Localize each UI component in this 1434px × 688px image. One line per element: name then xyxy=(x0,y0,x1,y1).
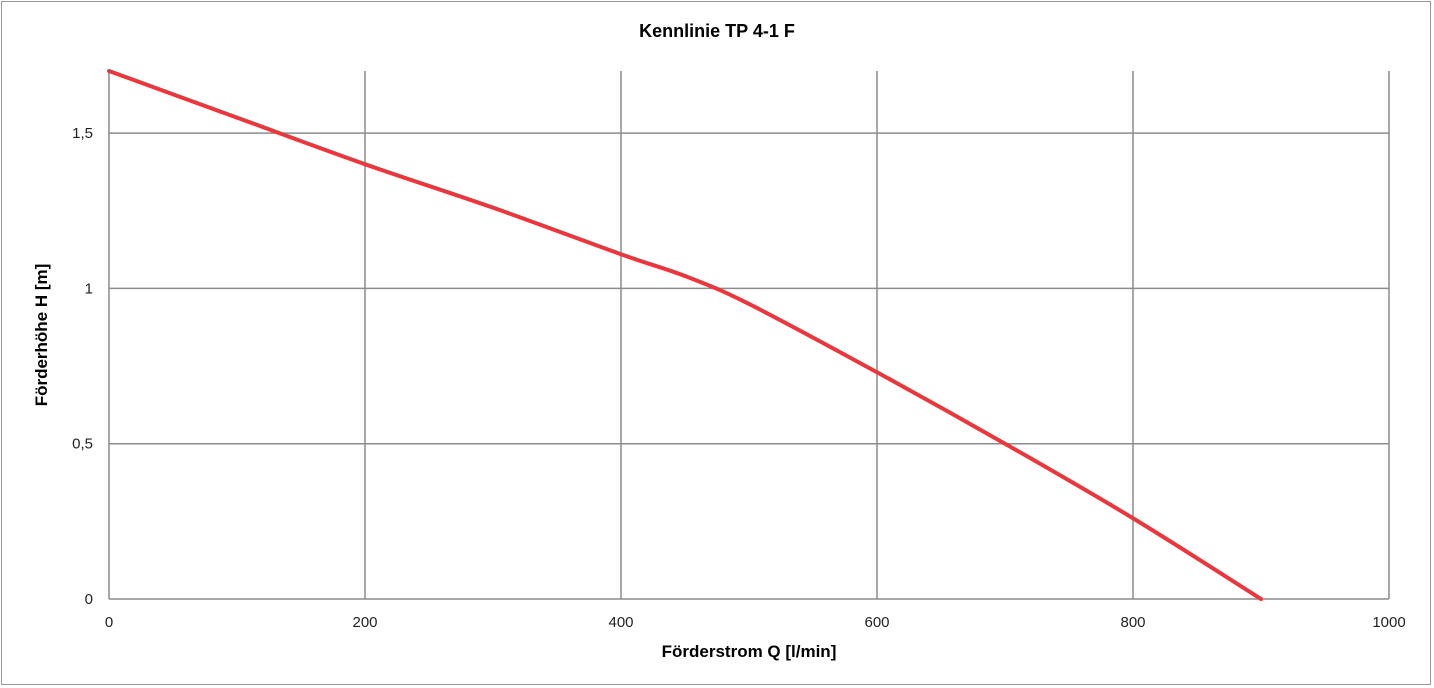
y-axis-title: Förderhöhe H [m] xyxy=(32,264,51,407)
y-tick-label: 1,5 xyxy=(72,125,93,142)
x-tick-label: 600 xyxy=(864,614,889,631)
chart-title: Kennlinie TP 4-1 F xyxy=(639,21,795,41)
series-line xyxy=(107,69,1263,601)
x-tick-label: 800 xyxy=(1120,614,1145,631)
x-tick-label: 400 xyxy=(608,614,633,631)
y-tick-label: 1 xyxy=(85,280,93,297)
x-tick-label: 200 xyxy=(352,614,377,631)
grid-layer xyxy=(108,71,1390,600)
x-tick-label: 0 xyxy=(105,614,113,631)
x-tick-label: 1000 xyxy=(1372,614,1405,631)
y-tick-label: 0,5 xyxy=(72,436,93,453)
tick-label-layer: 0 200 400 600 800 1000 0 0,5 1 1,5 xyxy=(72,125,1406,631)
series-layer xyxy=(107,69,1263,601)
x-axis-title: Förderstrom Q [l/min] xyxy=(662,642,837,661)
y-tick-label: 0 xyxy=(85,591,93,608)
